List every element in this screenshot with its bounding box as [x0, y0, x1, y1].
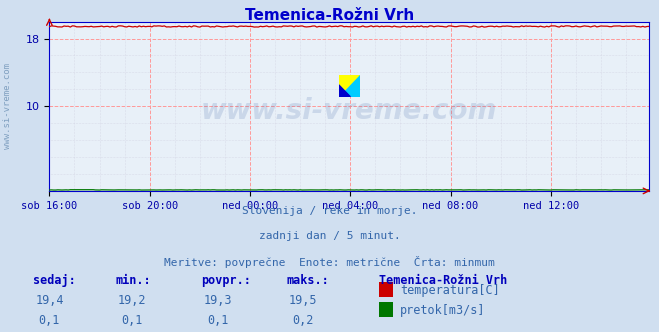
Text: maks.:: maks.: [287, 274, 330, 287]
Text: Temenica-Rožni Vrh: Temenica-Rožni Vrh [379, 274, 507, 287]
Text: 0,1: 0,1 [207, 314, 228, 327]
Text: min.:: min.: [115, 274, 151, 287]
Text: Slovenija / reke in morje.: Slovenija / reke in morje. [242, 206, 417, 216]
Text: sedaj:: sedaj: [33, 274, 76, 287]
Text: povpr.:: povpr.: [201, 274, 251, 287]
Text: 19,3: 19,3 [203, 294, 232, 307]
Text: zadnji dan / 5 minut.: zadnji dan / 5 minut. [258, 231, 401, 241]
Polygon shape [339, 85, 351, 97]
Text: temperatura[C]: temperatura[C] [400, 284, 500, 297]
Polygon shape [339, 75, 360, 97]
Text: www.si-vreme.com: www.si-vreme.com [3, 63, 13, 149]
Text: 0,1: 0,1 [121, 314, 142, 327]
Text: 0,2: 0,2 [293, 314, 314, 327]
Text: 19,4: 19,4 [35, 294, 64, 307]
Text: Temenica-Rožni Vrh: Temenica-Rožni Vrh [245, 8, 414, 23]
Text: www.si-vreme.com: www.si-vreme.com [201, 97, 498, 125]
Polygon shape [339, 75, 360, 97]
Text: Meritve: povprečne  Enote: metrične  Črta: minmum: Meritve: povprečne Enote: metrične Črta:… [164, 256, 495, 268]
Text: 19,5: 19,5 [289, 294, 318, 307]
Text: 19,2: 19,2 [117, 294, 146, 307]
Text: 0,1: 0,1 [39, 314, 60, 327]
Text: pretok[m3/s]: pretok[m3/s] [400, 304, 486, 317]
